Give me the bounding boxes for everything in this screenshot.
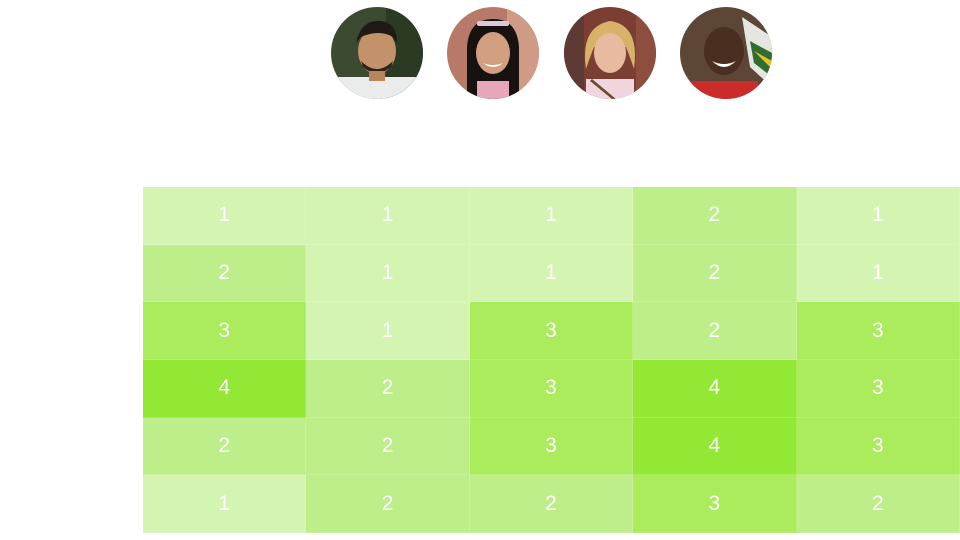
heatmap-cell[interactable]: 2 [469,475,634,533]
heatmap-cell[interactable]: 2 [306,360,470,418]
heatmap-cell[interactable]: 3 [469,302,634,360]
heatmap-cell[interactable]: 3 [469,417,634,476]
heatmap-cell[interactable]: 1 [796,187,960,245]
heatmap-cell[interactable]: 4 [633,417,797,476]
avatar-photo-icon [564,7,656,99]
avatar-photo-icon [447,7,539,99]
heatmap-cell[interactable]: 2 [306,417,470,476]
heatmap-cell[interactable]: 3 [796,360,960,418]
heatmap-cell[interactable]: 4 [633,360,797,418]
heatmap-cell[interactable]: 2 [143,244,307,303]
heatmap-cell[interactable]: 2 [633,187,797,245]
heatmap-cell[interactable]: 3 [143,302,307,360]
heatmap-cell[interactable]: 3 [633,475,797,533]
heatmap-cell[interactable]: 2 [633,302,797,360]
heatmap-cell[interactable]: 1 [143,187,307,245]
heatmap-cell[interactable]: 1 [143,475,307,533]
heatmap-cell[interactable]: 2 [306,475,470,533]
heatmap-cell[interactable]: 3 [796,302,960,360]
avatar-1[interactable] [331,7,423,99]
avatar-photo-icon [331,7,423,99]
heatmap-cell[interactable]: 1 [306,302,470,360]
heatmap-cell[interactable]: 2 [143,417,307,476]
avatar-2[interactable] [447,7,539,99]
heatmap-cell[interactable]: 3 [469,360,634,418]
heatmap-cell[interactable]: 1 [469,187,634,245]
heatmap-cell[interactable]: 4 [143,360,307,418]
avatar-3[interactable] [564,7,656,99]
heatmap-cell[interactable]: 2 [633,244,797,303]
avatar-photo-icon [680,7,772,99]
heatmap-cell[interactable]: 3 [796,417,960,476]
heatmap-cell[interactable]: 1 [796,244,960,303]
heatmap-cell[interactable]: 1 [469,244,634,303]
avatar-4[interactable] [680,7,772,99]
heatmap-cell[interactable]: 1 [306,244,470,303]
heatmap-cell[interactable]: 1 [306,187,470,245]
heatmap-cell[interactable]: 2 [796,475,960,533]
